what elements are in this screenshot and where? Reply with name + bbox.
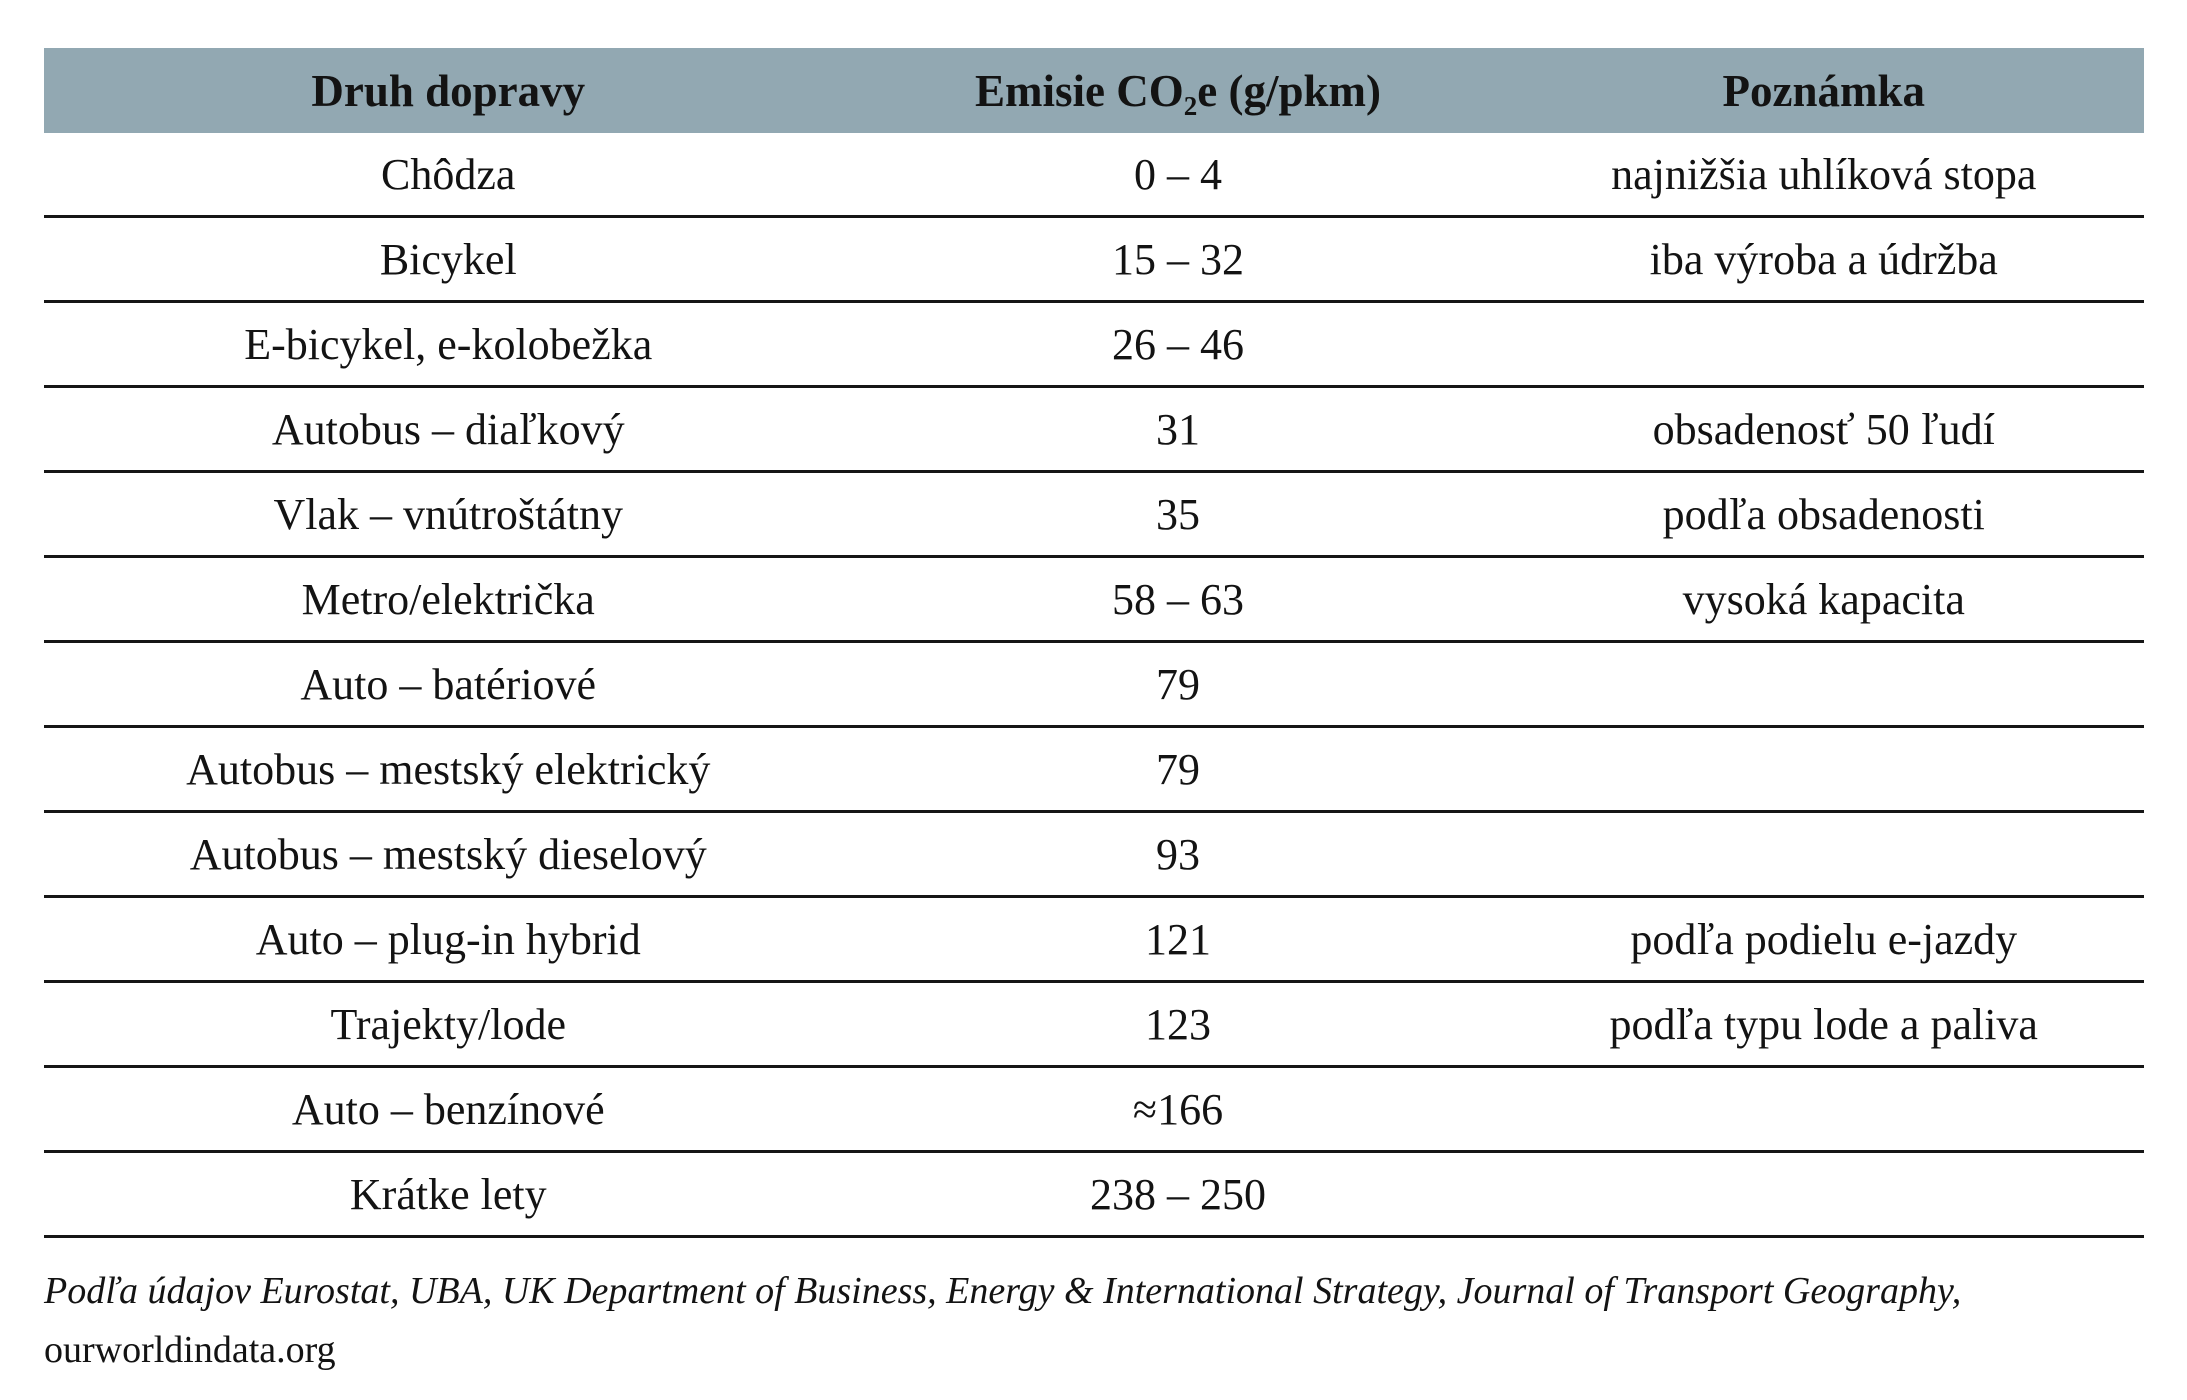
- table-row: Auto – plug-in hybrid 121 podľa podielu e-…: [44, 898, 2144, 983]
- column-header-note: Poznámka: [1722, 65, 1926, 116]
- mode-cell: Autobus – mestský elektrický: [186, 744, 711, 794]
- emissions-cell: ≈166: [1132, 1084, 1224, 1134]
- column-header-mode: Druh dopravy: [311, 65, 586, 116]
- emissions-cell: 35: [1156, 489, 1200, 539]
- emissions-cell: 0 – 4: [1134, 149, 1222, 199]
- table-row: Autobus – diaľkový 31 obsadenosť 50 ľudí: [44, 388, 2144, 473]
- emissions-cell: 26 – 46: [1112, 319, 1244, 369]
- emissions-cell: 123: [1145, 999, 1211, 1049]
- emissions-cell: 31: [1156, 404, 1200, 454]
- mode-cell: Auto – batériové: [300, 659, 597, 709]
- source-url: ourworldindata.org: [44, 1328, 336, 1371]
- emissions-cell: 79: [1156, 744, 1200, 794]
- mode-cell: Autobus – diaľkový: [271, 404, 625, 454]
- table-body: Chôdza 0 – 4 najnižšia uhlíková stopa Bicyk…: [44, 133, 2144, 1238]
- emissions-cell: 238 – 250: [1090, 1169, 1266, 1219]
- emissions-cell: 93: [1156, 829, 1200, 879]
- note-cell: podľa podielu e-jazdy: [1630, 914, 2018, 964]
- note-cell: podľa typu lode a paliva: [1609, 999, 2038, 1049]
- mode-cell: Autobus – mestský dieselový: [189, 829, 707, 879]
- mode-cell: Krátke lety: [349, 1169, 547, 1219]
- table-row: Vlak – vnútroštátny 35 podľa obsadenosti: [44, 473, 2144, 558]
- mode-cell: Bicykel: [379, 234, 517, 284]
- table-row: E-bicykel, e-kolobežka 26 – 46: [44, 303, 2144, 388]
- table-row: Krátke lety 238 – 250: [44, 1153, 2144, 1238]
- table-row: Bicykel 15 – 32 iba výroba a údržba: [44, 218, 2144, 303]
- column-header-emissions: Emisie CO₂e (g/pkm): [975, 65, 1381, 116]
- table-row: Metro/električka 58 – 63 vysoká kapacita: [44, 558, 2144, 643]
- note-cell: najnižšia uhlíková stopa: [1611, 149, 2037, 199]
- table-row: Autobus – mestský elektrický 79: [44, 728, 2144, 813]
- emissions-cell: 79: [1156, 659, 1200, 709]
- table-header-row: Druh dopravy Emisie CO₂e (g/pkm) Poznámk…: [44, 48, 2144, 133]
- source-text: Podľa údajov Eurostat, UBA, UK Departmen…: [44, 1270, 1962, 1312]
- mode-cell: Chôdza: [381, 149, 516, 199]
- table-row: Chôdza 0 – 4 najnižšia uhlíková stopa: [44, 133, 2144, 218]
- note-cell: obsadenosť 50 ľudí: [1652, 404, 1995, 454]
- mode-cell: E-bicykel, e-kolobežka: [244, 319, 653, 369]
- mode-cell: Vlak – vnútroštátny: [273, 489, 623, 539]
- note-cell: podľa obsadenosti: [1662, 489, 1985, 539]
- note-cell: vysoká kapacita: [1682, 574, 1965, 624]
- emissions-cell: 121: [1145, 914, 1211, 964]
- mode-cell: Trajekty/lode: [330, 999, 566, 1049]
- emissions-cell: 58 – 63: [1112, 574, 1244, 624]
- table-row: Autobus – mestský dieselový 93: [44, 813, 2144, 898]
- emissions-table: Druh dopravy Emisie CO₂e (g/pkm) Poznámk…: [44, 48, 2144, 1238]
- mode-cell: Auto – benzínové: [291, 1084, 605, 1134]
- mode-cell: Metro/električka: [301, 574, 595, 624]
- mode-cell: Auto – plug-in hybrid: [255, 914, 641, 964]
- table-row: Auto – benzínové ≈166: [44, 1068, 2144, 1153]
- source-attribution: Podľa údajov Eurostat, UBA, UK Departmen…: [44, 1262, 2144, 1380]
- table-row: Trajekty/lode 123 podľa typu lode a paliva: [44, 983, 2144, 1068]
- note-cell: iba výroba a údržba: [1649, 234, 1998, 284]
- emissions-cell: 15 – 32: [1112, 234, 1244, 284]
- table-row: Auto – batériové 79: [44, 643, 2144, 728]
